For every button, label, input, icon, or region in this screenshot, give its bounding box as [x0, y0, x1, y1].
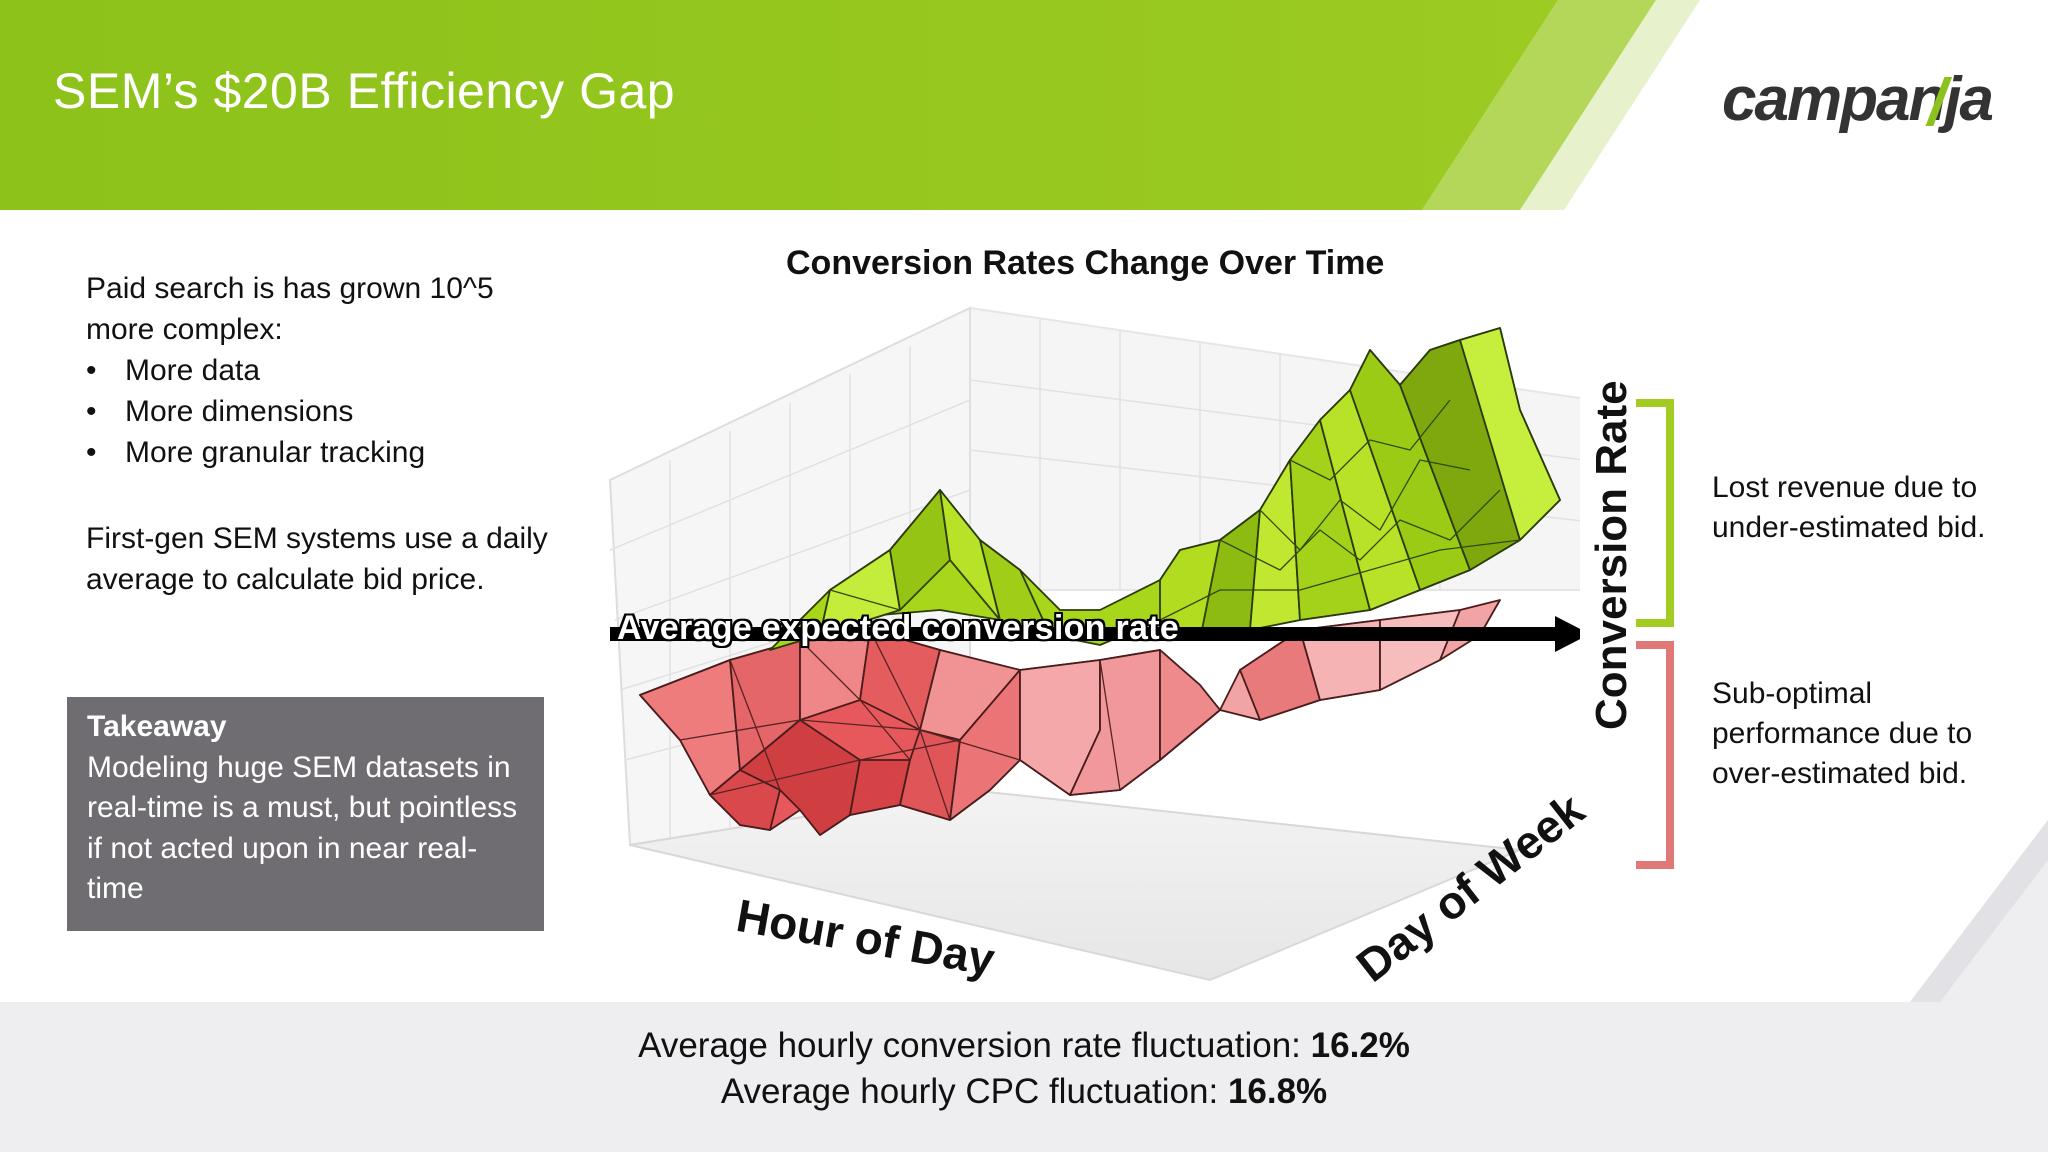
left-column-text: Paid search is has grown 10^5 more compl… — [86, 268, 566, 600]
bullet-item: More granular tracking — [86, 432, 566, 473]
takeaway-body: Modeling huge SEM datasets in real-time … — [87, 750, 518, 906]
bullet-item: More dimensions — [86, 391, 566, 432]
complexity-bullet-list: More data More dimensions More granular … — [86, 350, 566, 473]
lost-revenue-note: Lost revenue due to under-estimated bid. — [1712, 471, 1986, 544]
header-fade — [1520, 0, 1700, 210]
conversion-surface-chart — [608, 306, 1580, 982]
takeaway-title: Takeaway — [87, 710, 227, 743]
intro-text: Paid search is has grown 10^5 more compl… — [86, 272, 494, 346]
footer-cpc-value: 16.8% — [1227, 1072, 1328, 1111]
header-accent — [1422, 0, 1656, 210]
average-rate-arrow — [610, 616, 1580, 652]
footer-conversion-value: 16.2% — [1310, 1026, 1410, 1065]
first-gen-paragraph: First-gen SEM systems use a daily averag… — [86, 522, 548, 596]
footer-swoosh — [1910, 820, 2048, 1002]
footer-cpc-text: Average hourly CPC fluctuation: — [720, 1072, 1228, 1111]
bullet-item: More data — [86, 350, 566, 391]
footer-band — [0, 820, 2048, 1152]
chart-title: Conversion Rates Change Over Time — [786, 244, 1385, 282]
slide-title: SEM’s $20B Efficiency Gap — [53, 63, 676, 119]
footer-conversion-stat: Average hourly conversion rate fluctuati… — [0, 1026, 2048, 1066]
average-conversion-rate-label: Average expected conversion rate — [617, 609, 1180, 647]
below-bracket-icon — [1636, 641, 1674, 869]
footer-cpc-stat: Average hourly CPC fluctuation: 16.8% — [0, 1072, 2048, 1112]
footer-conversion-text: Average hourly conversion rate fluctuati… — [638, 1026, 1311, 1065]
sub-optimal-note: Sub-optimal performance due to over-esti… — [1712, 677, 1973, 790]
takeaway-box: Takeaway Modeling huge SEM datasets in r… — [67, 697, 544, 931]
above-bracket-icon — [1636, 399, 1674, 627]
above-average-surface — [769, 327, 1561, 651]
annotation-brackets — [1636, 399, 1674, 869]
campanja-logo-slash-icon: / — [1928, 65, 1947, 139]
campanja-logo-text: campanja — [1722, 65, 1994, 134]
header-band — [0, 0, 1558, 210]
